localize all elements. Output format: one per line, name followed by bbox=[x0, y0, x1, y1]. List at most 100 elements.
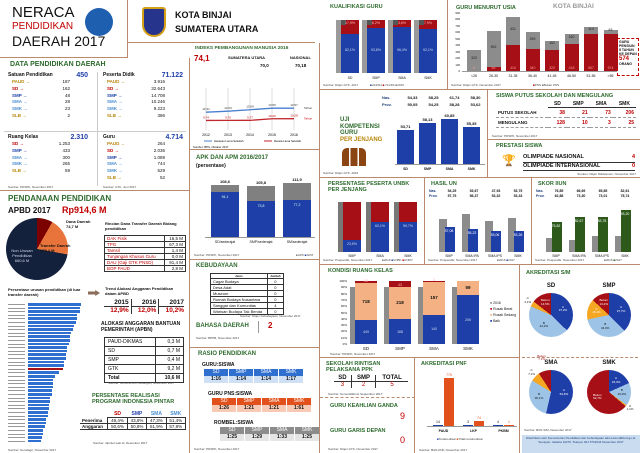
column-header: SD bbox=[114, 411, 122, 417]
row-label: Nas. bbox=[382, 95, 391, 100]
sedang-segment bbox=[389, 287, 411, 320]
iiun-row: Nas. 76,85 66,69 65,85 82,61 bbox=[536, 189, 636, 194]
x-tick-label: 51-55 bbox=[586, 74, 596, 78]
berat-label: 3 bbox=[433, 277, 435, 282]
kondisi-stacked-chart: 0% 10% 20% 30% 40% 50% 60% 70% 80% 90% 100% 449 718 3… bbox=[339, 277, 485, 351]
stat-row-value: 14.708 bbox=[151, 92, 165, 98]
data-label: 55,22 bbox=[467, 230, 477, 235]
stat-row: PAUD → 187 bbox=[12, 79, 70, 86]
urusan-bar-label-line bbox=[8, 311, 25, 313]
ganda-panel: GURU KEAHLIAN GANDA 9 GURU GARIS DEPAN 0… bbox=[320, 398, 415, 453]
bar-2016 bbox=[336, 20, 342, 73]
accreditation-pie-chart bbox=[529, 293, 573, 337]
y-tick-label: 800 bbox=[455, 17, 460, 22]
slice-name: A bbox=[561, 304, 564, 309]
baik-segment bbox=[423, 314, 445, 344]
rasio-value-cell: 1:33 bbox=[270, 434, 294, 441]
section-title: PENDANAAN PENDIDIKAN bbox=[8, 194, 112, 203]
sedang-label: 157 bbox=[430, 295, 438, 301]
urusan-bar bbox=[28, 324, 75, 328]
accreditation-pie-chart bbox=[587, 370, 631, 414]
pie-slice-label: A 53,6% bbox=[556, 389, 572, 396]
cell-value: 21 bbox=[566, 107, 590, 118]
prov-value: 70,0 bbox=[260, 63, 269, 68]
pie-slice-label: B 34,0% bbox=[597, 323, 613, 330]
y-tick-label: 200 bbox=[455, 56, 460, 61]
stat-total: 2.310 bbox=[70, 134, 88, 141]
non-s1-label: 3,6% bbox=[398, 21, 406, 25]
stat-row-value: 386 bbox=[157, 112, 165, 118]
row-value: 58,28 bbox=[449, 102, 460, 107]
column-header: SD bbox=[334, 375, 352, 382]
x-tick-label: SMP bbox=[348, 254, 356, 258]
row-value: 76,85 bbox=[554, 189, 564, 193]
section-title: KUALIFIKASI GURU bbox=[330, 4, 383, 10]
un-panel: HASIL UN Nas. 54,25 53,67 47,93 53,75 Prov. 57… bbox=[425, 178, 532, 265]
section-title: SEKOLAH RINTISAN PELAKSANA PPK bbox=[326, 361, 381, 373]
pie-slice-label: B 16,9% bbox=[614, 389, 630, 396]
nas-value: 70,18 bbox=[295, 63, 307, 68]
stat-row: SMA → 300 bbox=[12, 155, 70, 162]
unbk-label: 59,7% bbox=[403, 224, 413, 229]
row-value: 56,37 bbox=[469, 194, 479, 198]
arrow-icon bbox=[88, 290, 100, 296]
stat-row: SLB → 2 bbox=[12, 113, 70, 120]
unit-label: Tahun bbox=[304, 106, 313, 110]
unbk-label: 60,1% bbox=[375, 223, 385, 228]
rasio-header-cell: SD bbox=[204, 369, 228, 376]
rasio-group-label: GURU:SISWA bbox=[202, 362, 235, 368]
label: Transfer Daerah bbox=[40, 243, 71, 248]
legend-2017: 2017 bbox=[615, 258, 622, 262]
unbk-bar-chart: 23,5% SMP 60,1% SMA 59,7% SMK bbox=[338, 202, 423, 258]
stat-row-label: SD → bbox=[107, 85, 120, 91]
bar-2017 bbox=[621, 210, 631, 252]
urusan-bar-label-line bbox=[8, 419, 25, 421]
footer-box: Diterbitkan oleh Kementerian Pendidikan … bbox=[522, 435, 640, 453]
source: Sumber: Renstra Biro Keuangan, November … bbox=[108, 381, 175, 385]
kemdikbud-logo-icon bbox=[85, 8, 113, 36]
row-label: PUTUS SEKOLAH bbox=[496, 107, 548, 118]
stat-row-label: SLB → bbox=[107, 174, 122, 180]
cell-label: SMP bbox=[103, 355, 157, 365]
non-pns-label: 152 bbox=[549, 41, 555, 46]
urusan-bar-label-line bbox=[8, 318, 25, 320]
unkp-bar bbox=[343, 202, 361, 252]
stat-row: SLB → 59 bbox=[12, 168, 70, 175]
stat-row: SD → 1.253 bbox=[12, 141, 70, 148]
apk-data-label: 105,8 bbox=[255, 179, 266, 185]
urusan-bar-label-line bbox=[8, 397, 25, 399]
stat-row-value: 2 bbox=[67, 112, 70, 118]
usia-panel: GURU MENURUT USIA KOTA BINJAI 329 0 <26 552… bbox=[448, 0, 640, 90]
cell-label: Tunjangan Khusus Guru bbox=[104, 253, 165, 260]
pip-title: PERSENTASE REALISASI PROGRAM INDONESIA P… bbox=[92, 393, 175, 405]
rasio-header-cell: SMA bbox=[254, 369, 278, 376]
stat-row: SD → 162 bbox=[12, 86, 70, 93]
ukg-bar bbox=[397, 129, 414, 164]
legend: ■APK ■APM bbox=[296, 253, 313, 257]
urusan-bar bbox=[28, 328, 73, 331]
bar-2016 bbox=[350, 287, 355, 344]
section-title: HASIL UN bbox=[431, 181, 457, 187]
urusan-bar bbox=[28, 382, 54, 385]
non-pns-label: 329 bbox=[471, 56, 477, 61]
ukg-data-label: 53,71 bbox=[400, 123, 411, 129]
slice-name: C bbox=[628, 403, 632, 408]
divider bbox=[258, 321, 259, 333]
ter-bar bbox=[463, 425, 473, 426]
stat-row-value: 23 bbox=[64, 106, 70, 112]
cell-label: GTK bbox=[103, 364, 157, 374]
table-row: DAU (Gaji GTK PNSD) 91,4 M bbox=[104, 259, 186, 266]
rls-data-label: 10,26 bbox=[268, 114, 276, 118]
ukg-data-label: 60,85 bbox=[444, 113, 455, 119]
row-value: 78,74 bbox=[620, 194, 630, 198]
row-value: 53,75 bbox=[513, 189, 523, 193]
x-tick-label: 41-45 bbox=[547, 74, 557, 78]
stat-row-label: SMK → bbox=[12, 106, 28, 112]
x-tick-label: 2013 bbox=[224, 133, 232, 137]
pie-label-transfer: Transfer Daerah 179,4 M bbox=[40, 243, 70, 253]
stat-row: SMP → 48 bbox=[12, 93, 70, 100]
stat-row-label: SMA → bbox=[12, 154, 28, 160]
s1-bar bbox=[393, 26, 411, 73]
legend-ter: Terakreditasi bbox=[438, 437, 456, 441]
